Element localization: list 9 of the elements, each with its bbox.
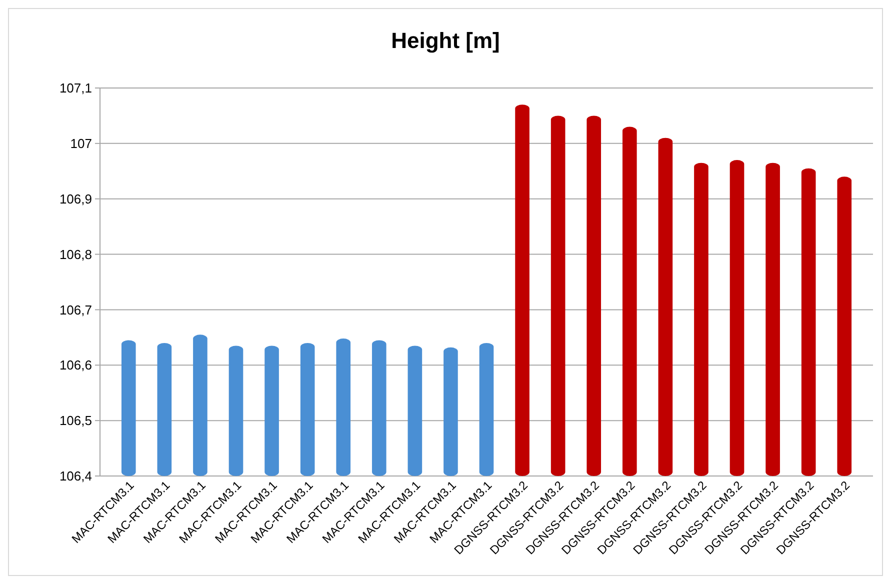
y-tick-label: 106,8 — [59, 246, 92, 262]
y-tick-label: 106,4 — [59, 468, 92, 484]
y-tick-label: 106,6 — [59, 358, 92, 373]
chart-title: Height [m] — [391, 28, 500, 53]
y-tick-label: 106,9 — [59, 191, 92, 206]
y-tick-label: 106,7 — [59, 302, 92, 318]
y-tick-label: 107,1 — [59, 80, 92, 96]
y-tick-label: 107 — [70, 136, 92, 151]
y-tick-label: 106,5 — [59, 413, 92, 428]
